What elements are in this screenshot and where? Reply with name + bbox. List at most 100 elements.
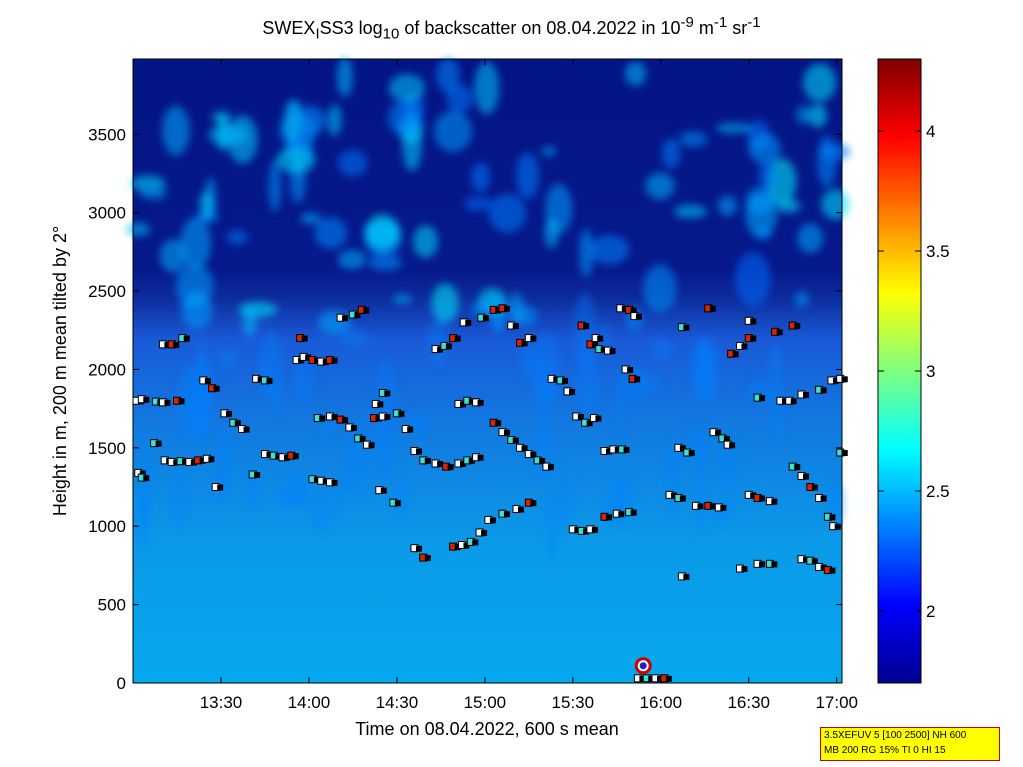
backscatter-patch (387, 100, 423, 136)
backscatter-patch (689, 339, 714, 402)
layer-marker-shadow (266, 451, 273, 458)
layer-marker-shadow (447, 464, 454, 471)
layer-marker-shadow (199, 457, 206, 464)
layer-marker-shadow (468, 457, 475, 464)
title-subscript: 10 (382, 25, 400, 43)
layer-marker-shadow (424, 457, 431, 464)
colorbar: 2 2.5 3 3.5 4 (877, 58, 950, 684)
layer-marker-shadow (155, 440, 162, 447)
layer-marker-shadow (759, 561, 766, 568)
backscatter-patch (393, 478, 409, 514)
layer-marker-shadow (586, 420, 593, 427)
layer-marker-shadow (553, 376, 560, 383)
layer-marker-shadow (741, 566, 748, 573)
layer-marker-shadow (331, 413, 338, 420)
backscatter-patch (217, 349, 239, 370)
layer-marker-shadow (820, 387, 827, 394)
layer-marker-shadow (759, 495, 766, 502)
layer-marker-shadow (190, 459, 197, 466)
y-axis-label: Height in m, 200 m mean tilted by 2° (50, 226, 70, 516)
layer-marker-shadow (688, 450, 695, 457)
layer-marker-shadow (292, 453, 299, 460)
settings-info-box: 3.5XEFUV 5 [100 2500] NH 600 MB 200 RG 1… (820, 727, 1000, 761)
layer-marker-shadow (164, 399, 171, 406)
layer-marker-shadow (627, 366, 634, 373)
layer-marker-shadow (803, 392, 810, 399)
backscatter-patch (745, 192, 777, 238)
layer-marker-shadow (143, 475, 150, 482)
layer-marker-shadow (574, 526, 581, 533)
backscatter-patch (624, 61, 647, 87)
layer-marker-shadow (697, 503, 704, 510)
layer-marker-shadow (512, 437, 519, 444)
backscatter-patch (519, 341, 539, 379)
layer-marker-shadow (591, 341, 598, 348)
backscatter-patch (748, 133, 781, 164)
title-subscript: I (315, 25, 320, 43)
colorbar-gradient (877, 58, 922, 684)
layer-marker-shadow (331, 479, 338, 486)
title-superscript: -9 (680, 14, 694, 31)
layer-marker-shadow (609, 348, 616, 355)
layer-marker-shadow (794, 323, 801, 330)
layer-marker-shadow (266, 377, 273, 384)
backscatter-patch (516, 152, 539, 199)
layer-marker-shadow (635, 313, 642, 320)
layer-marker-shadow (605, 514, 612, 521)
layer-marker-shadow (621, 305, 628, 312)
layer-marker-shadow (254, 471, 261, 478)
layer-marker-shadow (679, 495, 686, 502)
layer-marker-shadow (217, 484, 224, 491)
backscatter-patch (735, 252, 771, 307)
backscatter-patch (797, 223, 824, 253)
layer-marker-shadow (539, 457, 546, 464)
layer-marker-shadow (359, 435, 366, 442)
backscatter-patch (169, 471, 191, 531)
layer-marker-shadow (750, 492, 757, 499)
backscatter-patch (488, 193, 527, 233)
layer-marker-shadow (454, 335, 461, 342)
layer-marker-shadow (794, 464, 801, 471)
title-part: sr (727, 18, 748, 38)
layer-marker-shadow (521, 340, 528, 347)
backscatter-patch (338, 249, 366, 270)
backscatter-patch (544, 218, 559, 248)
backscatter-patch (651, 338, 673, 360)
x-axis-label: Time on 08.04.2022, 600 s mean (355, 719, 619, 739)
layer-marker-shadow (820, 564, 827, 571)
backscatter-patch (717, 440, 740, 493)
backscatter-patch (545, 487, 559, 564)
y-tick-label: 1000 (88, 517, 126, 536)
backscatter-patch (710, 498, 727, 526)
heatmap-area: 13:30 14:00 14:30 15:00 15:30 16:00 16:30 17:00… (88, 56, 858, 712)
backscatter-patch (337, 150, 368, 177)
layer-marker-shadow (530, 335, 537, 342)
layer-marker-shadow (173, 459, 180, 466)
y-tick-label: 2000 (88, 360, 126, 379)
backscatter-patch (431, 283, 459, 323)
layer-marker-shadow (204, 377, 211, 384)
backscatter-patch (296, 105, 326, 135)
layer-marker-shadow (577, 413, 584, 420)
layer-marker-shadow (618, 511, 625, 518)
title-superscript: -1 (747, 14, 761, 31)
backscatter-patch (292, 357, 314, 401)
y-tick-label: 2500 (88, 282, 126, 301)
y-axis: 0 500 1000 1500 2000 2500 3000 3500 (88, 125, 842, 693)
layer-marker-shadow (305, 354, 312, 361)
layer-marker-shadow (605, 448, 612, 455)
layer-marker-shadow (623, 446, 630, 453)
backscatter-patch (175, 264, 214, 308)
y-tick-label: 0 (117, 674, 126, 693)
layer-marker-shadow (350, 424, 357, 431)
layer-marker-shadow (841, 450, 848, 457)
backscatter-patch (776, 199, 801, 213)
layer-marker-shadow (634, 376, 641, 383)
layer-marker-shadow (591, 526, 598, 533)
backscatter-patch (694, 463, 706, 535)
layer-marker-shadow (342, 417, 349, 424)
backscatter-patch (344, 422, 370, 502)
x-tick-label: 16:30 (727, 693, 770, 712)
layer-marker-shadow (275, 453, 282, 460)
layer-marker-shadow (832, 377, 839, 384)
